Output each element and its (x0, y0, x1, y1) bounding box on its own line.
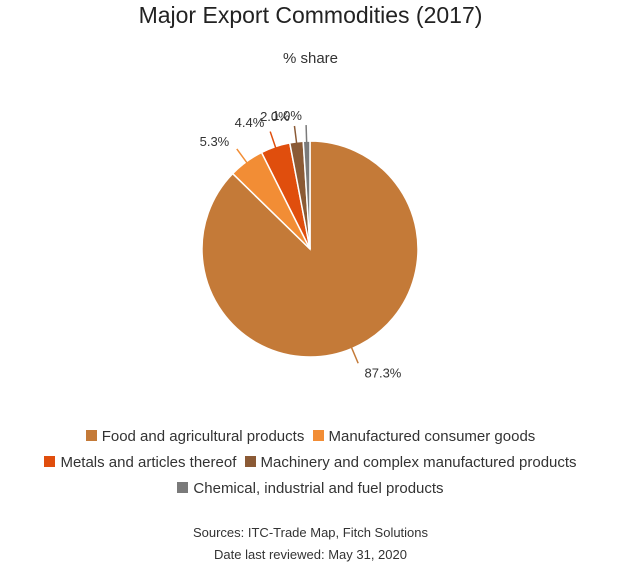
legend-swatch (312, 430, 324, 441)
legend-item-consumer-goods: Manufactured consumer goods (312, 428, 536, 446)
slice-data-label: 2.0% (260, 109, 290, 124)
legend-label: Chemical, industrial and fuel products (193, 480, 444, 497)
legend-row: Food and agricultural products Manufactu… (0, 428, 621, 454)
legend-swatch (85, 430, 97, 441)
leader-line (349, 344, 359, 364)
legend-item-food: Food and agricultural products (85, 428, 305, 446)
date-reviewed-text: Date last reviewed: May 31, 2020 (214, 547, 407, 562)
leader-line (305, 125, 308, 146)
chart-legend: Food and agricultural products Manufactu… (0, 428, 621, 506)
leader-line (293, 125, 298, 146)
legend-item-chemical: Chemical, industrial and fuel products (177, 480, 444, 498)
legend-swatch (244, 456, 256, 467)
chart-subtitle: % share (282, 50, 339, 67)
legend-item-machinery: Machinery and complex manufactured produ… (244, 454, 577, 472)
legend-swatch (44, 456, 56, 467)
legend-label: Food and agricultural products (101, 428, 305, 445)
legend-label: Metals and articles thereof (60, 454, 237, 471)
legend-label: Manufactured consumer goods (328, 428, 536, 445)
chart-title: Major Export Commodities (2017) (138, 2, 483, 28)
slice-data-label: 5.3% (200, 134, 230, 149)
slice-data-label: 4.4% (235, 115, 265, 130)
legend-swatch (177, 482, 189, 493)
legend-label: Machinery and complex manufactured produ… (260, 454, 577, 471)
pie-chart: 87.3% 5.3% 4.4%2.0%1.0% (200, 108, 419, 380)
legend-item-metals: Metals and articles thereof (44, 454, 236, 472)
legend-row: Metals and articles thereof Machinery an… (0, 454, 621, 480)
leader-line (236, 148, 250, 166)
legend-row: Chemical, industrial and fuel products (0, 480, 621, 506)
chart-footer: Sources: ITC-Trade Map, Fitch Solutions … (0, 522, 621, 566)
sources-text: Sources: ITC-Trade Map, Fitch Solutions (192, 525, 429, 540)
slice-data-label: 87.3% (365, 365, 402, 380)
leader-line (269, 131, 278, 151)
slice-data-label: 1.0% (272, 108, 302, 123)
